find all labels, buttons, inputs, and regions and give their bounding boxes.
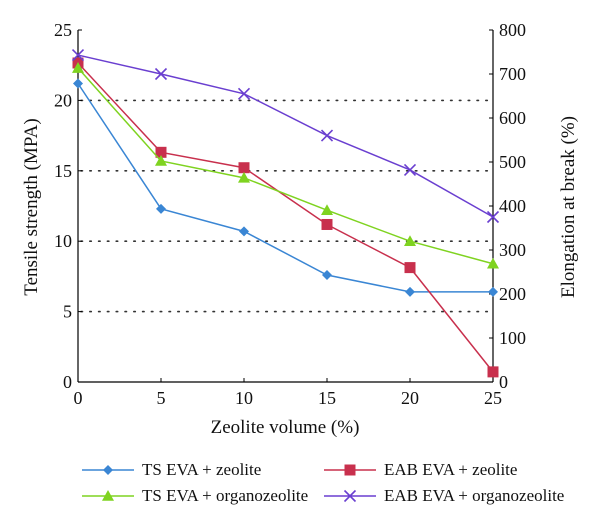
series-2-point-3 (321, 204, 333, 216)
series-3-line (77, 54, 494, 218)
right-tick-label-800: 800 (499, 20, 526, 40)
series-0-point-1 (156, 203, 166, 214)
series-2-point-2 (238, 171, 250, 183)
series-1 (72, 57, 499, 378)
x-axis-ticks: 0 5 10 15 20 25 (74, 378, 502, 408)
x-tick-label-5: 5 (157, 388, 166, 408)
x-tick-label-0: 0 (74, 388, 83, 408)
right-tick-label-200: 200 (499, 284, 526, 304)
series-3-point-1-stroke-b (154, 67, 168, 81)
right-tick-label-300: 300 (499, 240, 526, 260)
left-tick-label-20: 20 (54, 90, 72, 110)
left-tick-label-0: 0 (63, 372, 72, 392)
series-group (71, 49, 500, 378)
series-0-point-4 (405, 286, 415, 297)
legend-swatch-marker-2 (102, 490, 114, 501)
series-2-line (77, 67, 494, 265)
series-1-point-3 (321, 218, 333, 230)
series-0-line (77, 83, 493, 293)
legend: TS EVA + zeolite EAB EVA + zeolite TS EVA … (82, 460, 564, 505)
legend-label-3: EAB EVA + organozeolite (384, 486, 564, 505)
left-tick-label-25: 25 (54, 20, 72, 40)
right-tick-label-0: 0 (499, 372, 508, 392)
legend-label-2: TS EVA + organozeolite (142, 486, 308, 505)
series-1-point-4 (404, 262, 416, 274)
x-axis-label: Zeolite volume (%) (211, 417, 360, 438)
left-tick-label-10: 10 (54, 231, 72, 251)
series-3-point-4-stroke-b (403, 163, 417, 176)
series-2-point-1 (155, 154, 167, 166)
series-3-point-2 (237, 87, 251, 100)
series-3-point-2-stroke-b (237, 87, 251, 100)
left-tick-label-5: 5 (63, 302, 72, 322)
legend-swatch-marker-3-stroke-b (343, 489, 357, 503)
right-tick-label-700: 700 (499, 64, 526, 84)
legend-item-3: EAB EVA + organozeolite (324, 486, 564, 505)
right-tick-label-500: 500 (499, 152, 526, 172)
x-tick-label-25: 25 (484, 388, 502, 408)
x-tick-label-10: 10 (235, 388, 253, 408)
legend-item-1: EAB EVA + zeolite (324, 460, 517, 479)
series-0-point-3 (322, 269, 332, 280)
left-tick-label-15: 15 (54, 161, 72, 181)
series-3-point-0-stroke-b (71, 49, 85, 62)
left-axis-label: Tensile strength (MPA) (21, 118, 42, 295)
right-axis-ticks: 0 100 200 300 400 500 600 700 800 (489, 20, 526, 392)
series-1-point-2 (238, 162, 250, 174)
series-3-point-5 (486, 210, 500, 224)
series-2-point-4 (404, 235, 416, 246)
legend-swatch-marker-3 (343, 489, 357, 503)
series-3-point-3-stroke-b (320, 129, 334, 142)
series-2-point-5 (487, 257, 499, 269)
legend-label-1: EAB EVA + zeolite (384, 460, 517, 479)
series-1-point-1 (155, 146, 167, 158)
series-0-point-0 (73, 78, 83, 89)
right-tick-label-600: 600 (499, 108, 526, 128)
series-2 (72, 62, 499, 269)
legend-item-0: TS EVA + zeolite (82, 460, 261, 479)
series-3-point-3 (320, 129, 334, 142)
right-tick-label-400: 400 (499, 196, 526, 216)
axes (77, 30, 494, 383)
x-tick-label-15: 15 (318, 388, 336, 408)
legend-label-0: TS EVA + zeolite (142, 460, 261, 479)
series-0-point-2 (239, 226, 249, 237)
legend-item-2: TS EVA + organozeolite (82, 486, 308, 505)
series-1-point-5 (487, 366, 499, 378)
series-3-point-0 (71, 49, 85, 62)
series-3-point-4 (403, 163, 417, 176)
left-axis-ticks: 0 5 10 15 20 25 (54, 20, 82, 392)
series-0 (73, 78, 498, 297)
right-axis-label: Elongation at break (%) (558, 116, 579, 298)
series-3-point-1 (154, 67, 168, 81)
series-1-line (77, 62, 494, 373)
legend-swatch-marker-1 (344, 464, 356, 476)
legend-swatch-marker-0 (103, 465, 113, 475)
gridlines (80, 99, 494, 313)
series-3-point-5-stroke-b (486, 210, 500, 224)
right-tick-label-100: 100 (499, 328, 526, 348)
series-0-point-5 (488, 286, 498, 297)
x-tick-label-20: 20 (401, 388, 419, 408)
series-3 (71, 49, 500, 224)
series-2-point-0 (72, 62, 84, 73)
